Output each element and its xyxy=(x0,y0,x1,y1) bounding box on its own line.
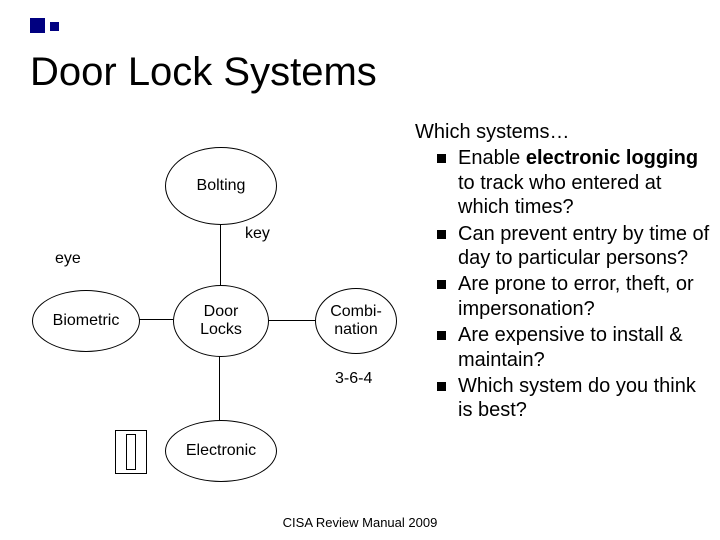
connector-line xyxy=(267,320,315,321)
door-locks-diagram: DoorLocks Bolting Biometric Combi-nation Ele… xyxy=(15,120,410,490)
slide-title: Door Lock Systems xyxy=(30,50,377,95)
connector-line xyxy=(219,355,220,420)
bullet-text: Are prone to error, theft, or impersonat… xyxy=(458,272,715,321)
node-biometric: Biometric xyxy=(32,290,140,352)
edge-label-biometric: eye xyxy=(55,250,81,268)
bullet-item: Can prevent entry by time of day to part… xyxy=(415,222,715,271)
edge-label-combination: 3-6-4 xyxy=(335,370,372,388)
slide: Door Lock Systems DoorLocks Bolting Biomet… xyxy=(0,0,720,540)
square-bullet-icon xyxy=(437,331,446,340)
connector-line xyxy=(220,223,221,285)
card-reader-slot xyxy=(126,434,136,470)
square-bullet-icon xyxy=(437,154,446,163)
bullet-text: Which system do you think is best? xyxy=(458,374,715,423)
question-panel: Which systems… Enable electronic logging… xyxy=(415,120,715,425)
panel-lead: Which systems… xyxy=(415,120,715,144)
bullet-text: Are expensive to install & maintain? xyxy=(458,323,715,372)
accent-square-large xyxy=(30,18,45,33)
node-bolting: Bolting xyxy=(165,147,277,225)
bullet-item: Are expensive to install & maintain? xyxy=(415,323,715,372)
bullet-text: Enable electronic logging to track who e… xyxy=(458,146,715,219)
bullet-item: Are prone to error, theft, or impersonat… xyxy=(415,272,715,321)
node-combination: Combi-nation xyxy=(315,288,397,354)
bullet-item: Enable electronic logging to track who e… xyxy=(415,146,715,219)
edge-label-bolting: key xyxy=(245,225,270,243)
connector-line xyxy=(138,319,173,320)
footer-citation: CISA Review Manual 2009 xyxy=(0,515,720,530)
node-electronic: Electronic xyxy=(165,420,277,482)
bullet-item: Which system do you think is best? xyxy=(415,374,715,423)
bullet-text: Can prevent entry by time of day to part… xyxy=(458,222,715,271)
node-center: DoorLocks xyxy=(173,285,269,357)
square-bullet-icon xyxy=(437,230,446,239)
accent-square-small xyxy=(50,22,59,31)
square-bullet-icon xyxy=(437,382,446,391)
square-bullet-icon xyxy=(437,280,446,289)
